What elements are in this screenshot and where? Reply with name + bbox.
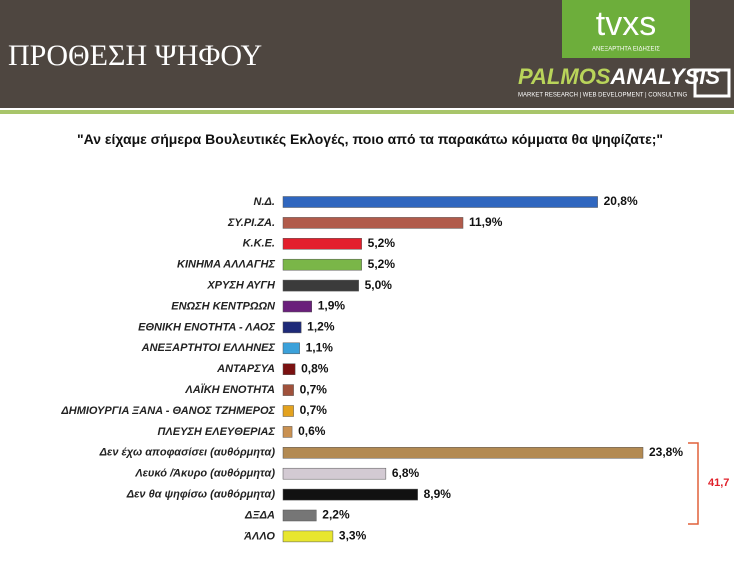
category-label: ΠΛΕΥΣΗ ΕΛΕΥΘΕΡΙΑΣ <box>158 426 276 438</box>
bar <box>282 321 302 334</box>
category-label: ΑΝΤΑΡΣΥΑ <box>216 363 275 375</box>
value-label: 5,2% <box>368 236 396 250</box>
logo-tvxs-sub: ΑΝΕΞΑΡΤΗΤΑ ΕΙΔΗΣΕΙΣ <box>592 47 660 53</box>
value-label: 1,2% <box>307 320 335 334</box>
bar <box>282 258 362 271</box>
value-label: 23,8% <box>649 445 683 459</box>
value-label: 5,2% <box>368 257 396 271</box>
bar <box>282 426 293 438</box>
value-label: 20,8% <box>604 194 638 208</box>
logo-icon <box>693 68 731 98</box>
category-label: ΣΥ.ΡΙ.ΖΑ. <box>227 217 275 229</box>
category-label: ΕΘΝΙΚΗ ΕΝΟΤΗΤΑ - ΛΑΟΣ <box>138 321 275 333</box>
category-label: ΕΝΩΣΗ ΚΕΝΤΡΩΩΝ <box>171 300 276 312</box>
bracket <box>688 442 699 525</box>
logo-palmos: PALMOSANALYSIS <box>518 64 720 89</box>
chart-title: "Αν είχαμε σήμερα Βουλευτικές Εκλογές, π… <box>76 131 664 147</box>
bar <box>282 530 334 543</box>
annotation: 41,7 <box>708 477 729 489</box>
bar <box>282 447 644 459</box>
bar <box>282 405 294 417</box>
value-label: 0,7% <box>300 382 328 396</box>
bar <box>282 488 418 501</box>
bar <box>282 363 296 375</box>
logo-box <box>562 0 690 58</box>
category-label: ΆΛΛΟ <box>243 530 275 542</box>
page-title: ΠΡΟΘΕΣΗ ΨΗΦΟΥ <box>8 39 262 72</box>
category-label: Λευκό /Άκυρο (αυθόρμητα) <box>134 468 275 480</box>
bar <box>282 342 300 355</box>
value-label: 6,8% <box>392 466 420 480</box>
value-label: 11,9% <box>469 215 503 229</box>
bar <box>282 509 317 522</box>
value-label: 8,9% <box>424 487 452 501</box>
category-label: ΧΡΥΣΗ ΑΥΓΗ <box>206 280 276 292</box>
category-label: ΛΑΪΚΗ ΕΝΟΤΗΤΑ <box>184 383 275 396</box>
category-label: ΔΞΔΑ <box>244 509 275 521</box>
logo-palmos-sub: MARKET RESEARCH | WEB DEVELOPMENT | CONS… <box>518 93 687 99</box>
category-label: ΚΙΝΗΜΑ ΑΛΛΑΓΗΣ <box>177 259 275 271</box>
header-rule <box>0 110 734 114</box>
bar <box>282 238 362 250</box>
chart-title-box: "Αν είχαμε σήμερα Βουλευτικές Εκλογές, π… <box>76 131 664 147</box>
value-label: 3,3% <box>339 529 367 543</box>
category-label: Δεν θα ψηφίσω (αυθόρμητα) <box>126 489 276 501</box>
value-label: 0,8% <box>301 361 329 375</box>
category-label: ΑΝΕΞΑΡΤΗΤΟΙ ΕΛΛΗΝΕΣ <box>141 342 276 354</box>
category-label: Ν.Δ. <box>254 196 275 208</box>
value-label: 0,6% <box>298 424 326 438</box>
category-label: Κ.Κ.Ε. <box>243 238 275 250</box>
category-label: Δεν έχω αποφασίσει (αυθόρμητα) <box>99 447 276 459</box>
bar <box>282 217 464 229</box>
value-label: 1,9% <box>318 299 346 313</box>
bar <box>282 196 598 208</box>
logo-tvxs: tvxs <box>596 5 656 43</box>
value-label: 1,1% <box>306 340 334 354</box>
value-label: 2,2% <box>322 508 350 522</box>
bar <box>282 300 312 313</box>
value-label: 5,0% <box>365 278 393 292</box>
value-label: 0,7% <box>300 403 328 417</box>
category-label: ΔΗΜΙΟΥΡΓΙΑ ΞΑΝΑ - ΘΑΝΟΣ ΤΖΗΜΕΡΟΣ <box>60 405 275 417</box>
bar <box>282 467 387 480</box>
bar <box>282 384 294 396</box>
bar <box>282 279 359 292</box>
